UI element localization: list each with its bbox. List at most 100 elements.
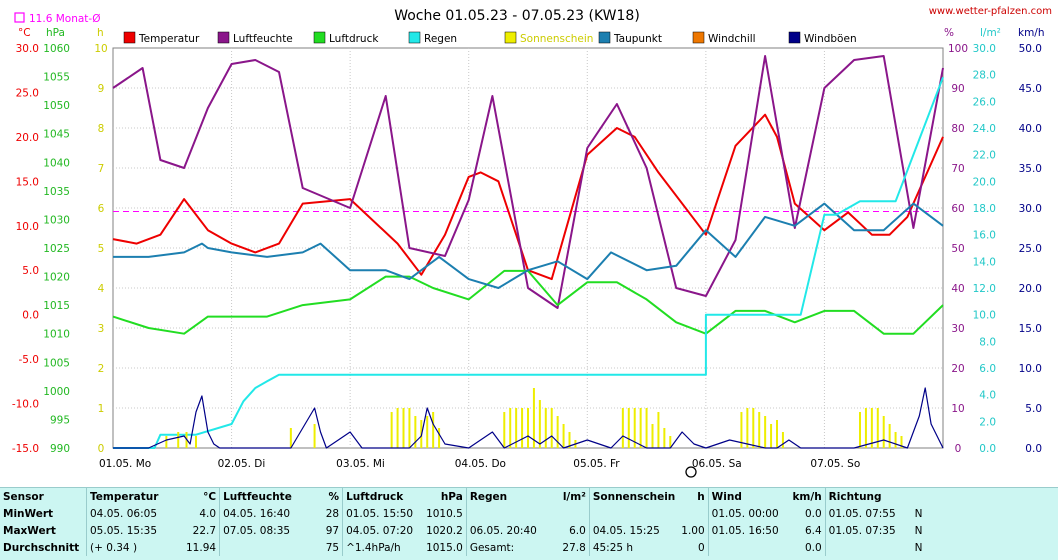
wind-tick-label: 30.0 (1019, 203, 1042, 215)
legend-label: Regen (424, 33, 457, 45)
stats-cell: 27.8 (562, 541, 586, 554)
sunshine-bar (663, 428, 666, 448)
sunshine-bar (396, 408, 399, 448)
sunshine-tick-label: 9 (98, 83, 105, 95)
sunshine-bar (568, 432, 571, 448)
sunshine-bar (639, 408, 642, 448)
pressure-tick-label: 1030 (43, 214, 70, 226)
stats-cell: MaxWert (3, 524, 56, 537)
sunshine-bar (740, 412, 743, 448)
pressure-unit-label: hPa (46, 27, 65, 39)
stats-cell (824, 539, 912, 556)
sunshine-bar (864, 408, 867, 448)
rain-tick-label: 16.0 (973, 230, 996, 242)
rain-unit-label: l/m² (980, 27, 1001, 39)
header-rain-unit: l/m² (562, 490, 586, 503)
stats-cell (219, 539, 317, 556)
sunshine-bar (527, 408, 529, 448)
sunshine-bar (651, 424, 654, 448)
legend-swatch (788, 31, 801, 44)
stats-cell: 0.0 (804, 541, 822, 554)
legend-swatch (123, 31, 136, 44)
x-tick-label: 03.05. Mi (336, 458, 385, 470)
stats-cell (678, 505, 708, 522)
sunshine-bar (538, 400, 541, 448)
humidity-tick-label: 40 (951, 283, 964, 295)
pressure-tick-label: 1020 (43, 272, 70, 284)
chart-title: Woche 01.05.23 - 07.05.23 (KW18) (394, 8, 640, 24)
rain-tick-label: 28.0 (973, 70, 996, 82)
stats-cell: (+ 0.34 ) (86, 539, 183, 556)
legend-label: Sonnenschein (520, 33, 593, 45)
sunshine-bar (758, 412, 761, 448)
stats-cell: 04.05. 16:40 (219, 505, 317, 522)
sunshine-tick-label: 1 (98, 403, 105, 415)
rain-tick-label: 30.0 (973, 43, 996, 55)
wind-tick-label: 35.0 (1019, 163, 1042, 175)
series-line-temperatur (112, 113, 944, 281)
stats-cell: 75 (325, 541, 340, 554)
x-tick-label: 05.05. Fr (573, 458, 620, 470)
site-url: www.wetter-pfalzen.com (929, 6, 1052, 17)
wind-tick-label: 0.0 (1025, 443, 1042, 455)
sunshine-tick-label: 8 (98, 123, 105, 135)
stats-row: MaxWert 05.05. 15:35 22.7 07.05. 08:35 97 04.… (0, 522, 938, 539)
humidity-tick-label: 30 (951, 323, 964, 335)
header-humidity-unit: % (328, 490, 340, 503)
temperature-tick-label: 25.0 (16, 87, 39, 99)
stats-cell: N (914, 541, 923, 554)
sunshine-bar (621, 408, 624, 448)
header-sunshine: Sonnenschein (588, 488, 679, 505)
sunshine-bar (426, 416, 429, 448)
rain-tick-label: 20.0 (973, 176, 996, 188)
stats-cell: N (914, 507, 923, 520)
wind-tick-label: 5.0 (1025, 403, 1042, 415)
rain-tick-label: 22.0 (973, 150, 996, 162)
humidity-tick-label: 50 (951, 243, 964, 255)
sunshine-bar (669, 436, 672, 448)
x-tick-label: 07.05. So (810, 458, 860, 470)
sunshine-bar (657, 412, 660, 448)
stats-cell: 1015.0 (426, 541, 463, 554)
sunshine-bar (633, 408, 636, 448)
temperature-tick-label: -10.0 (12, 399, 39, 411)
stats-cell: 28 (325, 507, 340, 520)
humidity-tick-label: 100 (948, 43, 968, 55)
x-tick-label: 04.05. Do (455, 458, 506, 470)
series-line-luftfeuchte (112, 55, 944, 309)
stats-cell (588, 505, 679, 522)
sunshine-bar (556, 416, 559, 448)
pressure-tick-label: 1050 (43, 100, 70, 112)
sunshine-tick-label: 6 (98, 203, 105, 215)
stats-cell: 11.94 (186, 541, 217, 554)
rain-tick-label: 10.0 (973, 310, 996, 322)
rain-tick-label: 14.0 (973, 256, 996, 268)
sunshine-unit-label: h (97, 27, 104, 39)
sunshine-tick-label: 0 (98, 443, 105, 455)
stats-cell: 01.05. 07:35 (824, 522, 912, 539)
sunshine-tick-label: 4 (98, 283, 105, 295)
pressure-tick-label: 1040 (43, 157, 70, 169)
humidity-tick-label: 80 (951, 123, 964, 135)
temperature-tick-label: 15.0 (16, 176, 39, 188)
stats-cell: 1.00 (681, 524, 705, 537)
sunshine-bar (414, 416, 417, 448)
pressure-tick-label: 1035 (43, 186, 70, 198)
stats-cell: 22.7 (192, 524, 217, 537)
wind-tick-label: 20.0 (1019, 283, 1042, 295)
temperature-tick-label: -5.0 (19, 354, 40, 366)
sunshine-bar (532, 388, 535, 448)
header-wind-unit: km/h (792, 490, 822, 503)
legend-swatch (408, 31, 421, 44)
legend-label: Windböen (804, 33, 857, 45)
wind-tick-label: 25.0 (1019, 243, 1042, 255)
x-tick-label: 06.05. Sa (692, 458, 742, 470)
sunshine-bar (313, 424, 316, 448)
sunshine-bar (165, 436, 168, 448)
sunshine-tick-label: 3 (98, 323, 105, 335)
pressure-tick-label: 1015 (43, 300, 70, 312)
temperature-tick-label: 0.0 (22, 310, 39, 322)
stats-cell: N (914, 524, 923, 537)
stats-cell: 07.05. 08:35 (219, 522, 317, 539)
stats-cell (707, 539, 789, 556)
